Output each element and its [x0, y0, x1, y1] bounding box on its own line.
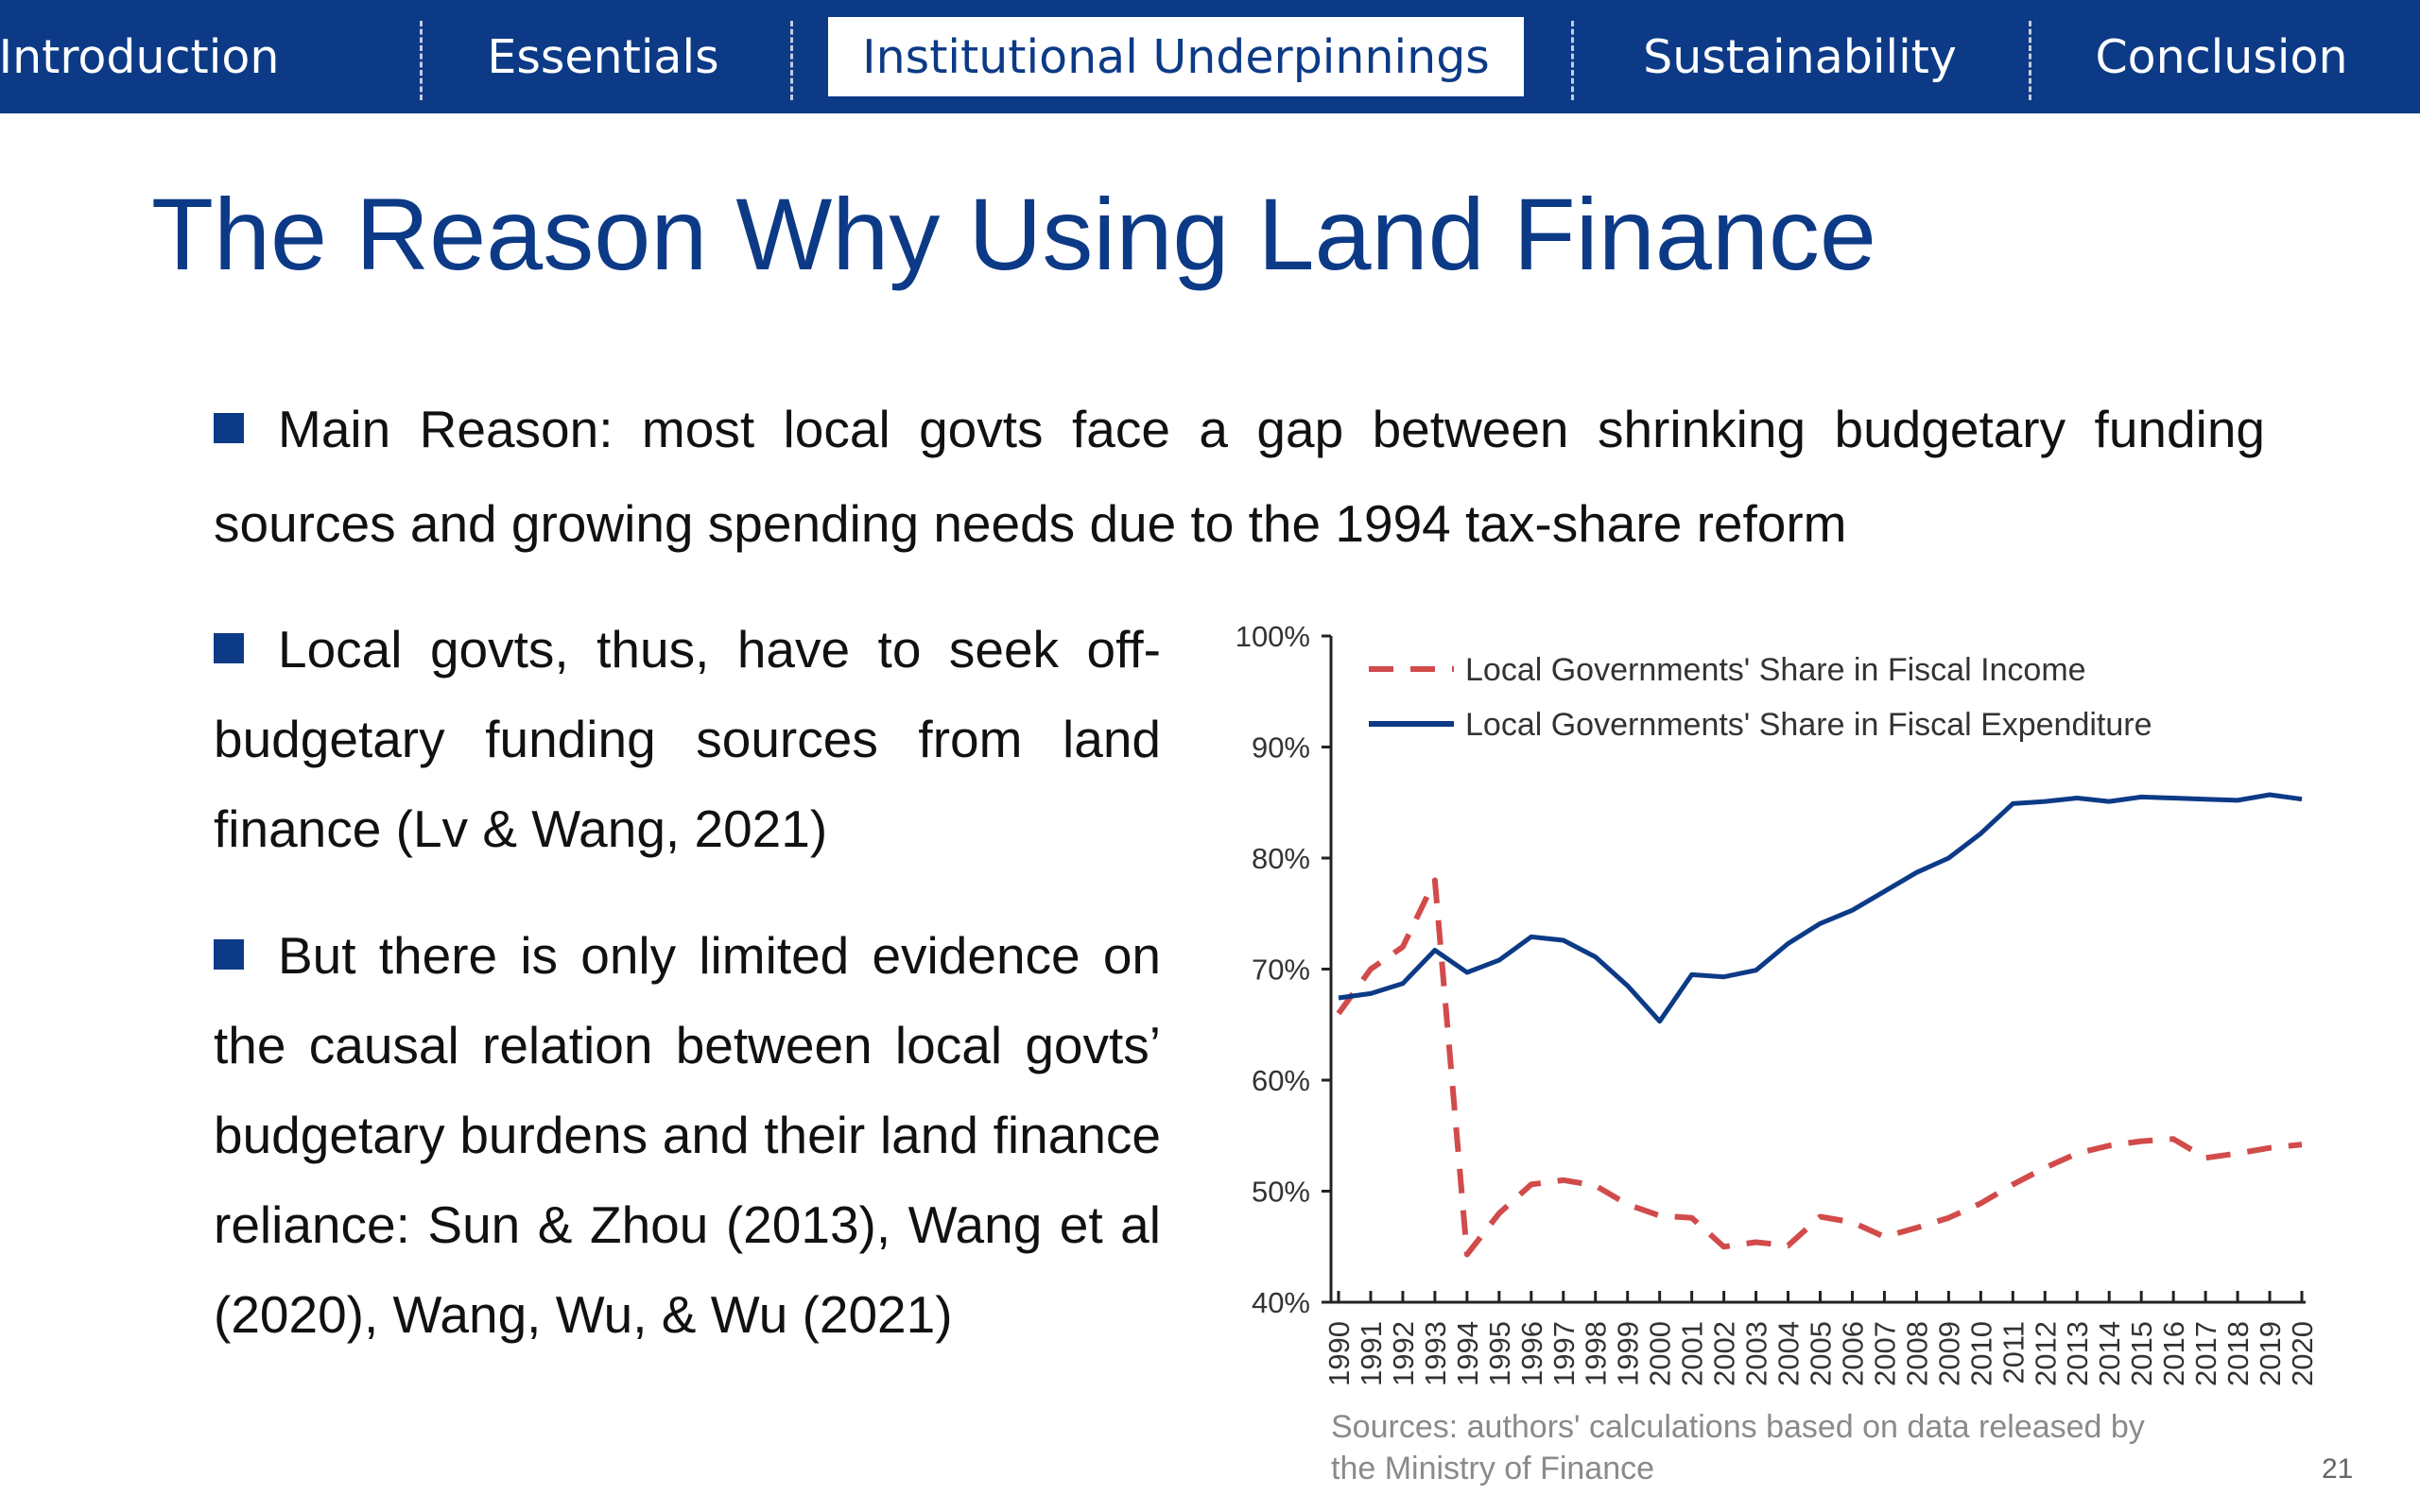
series-line-fiscal-income: [1336, 877, 2303, 1258]
x-tick-label: 2018: [2221, 1321, 2255, 1386]
x-tick-label: 2015: [2125, 1321, 2158, 1386]
nav-separator: [420, 21, 423, 100]
nav-tab-essentials[interactable]: Essentials: [487, 29, 719, 84]
nav-separator: [1571, 21, 1574, 100]
x-tick-label: 2016: [2157, 1321, 2190, 1386]
nav-tab-sustainability[interactable]: Sustainability: [1643, 29, 1957, 84]
x-tick-label: 1999: [1612, 1321, 1645, 1386]
page-number: 21: [2322, 1453, 2354, 1485]
bullet-off-budgetary: Local govts, thus, have to seek off-budg…: [214, 605, 1161, 874]
chart-axes: 100%90%80%70%60%50%40%199019911992199319…: [1236, 620, 2319, 1386]
x-tick-label: 2005: [1805, 1321, 1838, 1386]
x-tick-label: 1992: [1387, 1321, 1420, 1386]
nav-tab-conclusion[interactable]: Conclusion: [2095, 29, 2348, 84]
x-tick-label: 2009: [1932, 1321, 1965, 1386]
y-tick-label: 40%: [1252, 1286, 1310, 1319]
x-tick-label: 1995: [1483, 1321, 1516, 1386]
y-tick-label: 90%: [1252, 731, 1310, 765]
fiscal-share-line-chart: 100%90%80%70%60%50%40%199019911992199319…: [1236, 620, 2319, 1386]
y-tick-label: 50%: [1252, 1176, 1310, 1209]
bullet-text: Local govts, thus, have to seek off-budg…: [214, 620, 1161, 858]
x-tick-label: 2013: [2061, 1321, 2094, 1386]
x-tick-label: 1993: [1419, 1321, 1452, 1386]
x-tick-label: 2020: [2286, 1321, 2319, 1386]
slide-title: The Reason Why Using Land Finance: [151, 177, 1876, 291]
top-nav-bar: Introduction Essentials Institutional Un…: [0, 0, 2420, 113]
x-tick-label: 2011: [1996, 1321, 2030, 1384]
legend-label-fiscal-income: Local Governments' Share in Fiscal Incom…: [1465, 652, 2086, 688]
x-tick-label: 2010: [1964, 1321, 1997, 1386]
x-tick-label: 2019: [2254, 1321, 2287, 1386]
x-tick-label: 2017: [2189, 1321, 2222, 1386]
bullet-text: Main Reason: most local govts face a gap…: [214, 400, 2265, 553]
legend-label-fiscal-expenditure: Local Governments' Share in Fiscal Expen…: [1465, 707, 2152, 743]
x-tick-label: 1997: [1547, 1321, 1581, 1386]
bullet-limited-evidence: But there is only limited evidence on th…: [214, 911, 1161, 1360]
x-tick-label: 1998: [1580, 1321, 1613, 1386]
nav-tab-introduction[interactable]: Introduction: [0, 29, 280, 84]
bullet-main-reason: Main Reason: most local govts face a gap…: [214, 382, 2265, 571]
x-tick-label: 2002: [1708, 1321, 1741, 1386]
x-tick-label: 1991: [1355, 1321, 1388, 1386]
square-bullet-icon: [214, 413, 244, 443]
x-tick-label: 2004: [1772, 1321, 1806, 1386]
square-bullet-icon: [214, 633, 244, 663]
x-tick-label: 2008: [1900, 1321, 1933, 1386]
x-tick-label: 2000: [1644, 1321, 1677, 1386]
chart-legend: Local Governments' Share in Fiscal Incom…: [1369, 652, 2152, 743]
x-tick-label: 2012: [2029, 1321, 2062, 1386]
y-tick-label: 100%: [1236, 620, 1310, 653]
x-tick-label: 2003: [1740, 1321, 1773, 1386]
nav-separator: [790, 21, 793, 100]
y-tick-label: 60%: [1252, 1064, 1310, 1097]
x-tick-label: 1996: [1515, 1321, 1548, 1386]
bullet-text: But there is only limited evidence on th…: [214, 926, 1161, 1344]
square-bullet-icon: [214, 939, 244, 970]
chart-source-note: Sources: authors' calculations based on …: [1331, 1409, 2145, 1486]
x-tick-label: 2007: [1868, 1321, 1901, 1386]
nav-separator: [2029, 21, 2031, 100]
x-tick-label: 2006: [1836, 1321, 1869, 1386]
x-tick-label: 1994: [1451, 1321, 1484, 1386]
x-tick-label: 1990: [1322, 1321, 1356, 1386]
y-tick-label: 70%: [1252, 954, 1310, 987]
series-line-fiscal-expenditure: [1338, 792, 2303, 1024]
x-tick-label: 2001: [1676, 1321, 1709, 1386]
nav-tab-institutional-underpinnings[interactable]: Institutional Underpinnings: [828, 17, 1524, 96]
x-tick-label: 2014: [2093, 1321, 2126, 1386]
chart-series: [1336, 792, 2303, 1258]
y-tick-label: 80%: [1252, 842, 1310, 875]
